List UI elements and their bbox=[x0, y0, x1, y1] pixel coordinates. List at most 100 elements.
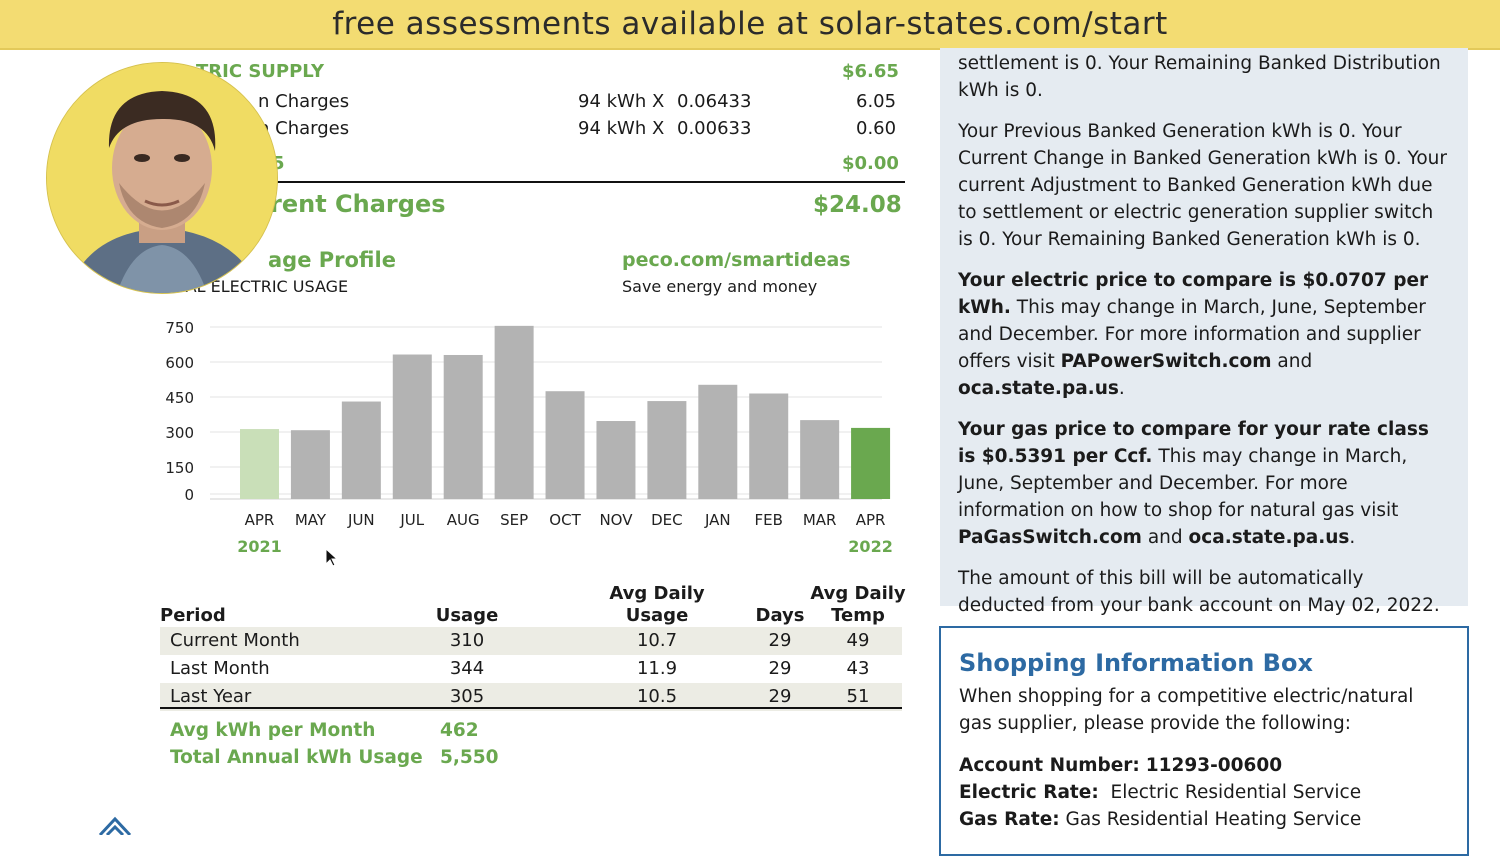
gas-price-text: This may change in March, June, Septembe… bbox=[958, 446, 1408, 521]
header-days: Days bbox=[755, 605, 805, 626]
x-tick-label: MAR bbox=[803, 511, 837, 529]
gas-rate-row: Gas Rate: Gas Residential Heating Servic… bbox=[959, 806, 1449, 833]
usage-chart: 750 600 450 300 150 0 APR MAY JUN JUL AUG SEP OCT NOV… bbox=[150, 310, 910, 570]
y-tick-label: 0 bbox=[184, 486, 194, 504]
y-tick-label: 150 bbox=[165, 459, 194, 477]
logo-icon bbox=[98, 816, 132, 835]
x-tick-label: DEC bbox=[651, 511, 683, 529]
row-days: 29 bbox=[768, 686, 792, 707]
x-tick-label: MAY bbox=[295, 511, 327, 529]
charge-line-3-amount: $0.00 bbox=[842, 153, 899, 174]
charge-line-1-qty: 94 kWh X bbox=[578, 91, 665, 112]
table-divider bbox=[160, 707, 902, 709]
electric-rate-label: Electric Rate: bbox=[959, 782, 1099, 803]
autopay-text: The amount of this bill will be automati… bbox=[958, 568, 1440, 616]
header-period: Period bbox=[160, 605, 226, 626]
shopping-info-box: Shopping Information Box When shopping f… bbox=[939, 626, 1469, 856]
oca-link-2[interactable]: oca.state.pa.us bbox=[1188, 527, 1350, 548]
chart-bar bbox=[240, 429, 279, 499]
banked-distribution-text: settlement is 0. Your Remaining Banked D… bbox=[958, 53, 1441, 101]
table-header: Period Usage Avg Daily Usage Days Avg Dai… bbox=[160, 575, 906, 627]
x-tick-label: AUG bbox=[447, 511, 480, 529]
electric-supply-total: $6.65 bbox=[842, 61, 899, 82]
promo-banner-text: free assessments available at solar-stat… bbox=[332, 6, 1168, 42]
papowerswitch-link[interactable]: PAPowerSwitch.com bbox=[1060, 351, 1272, 372]
y-tick-label: 300 bbox=[165, 424, 194, 442]
shopping-box-title: Shopping Information Box bbox=[959, 649, 1313, 677]
webcam-overlay bbox=[46, 62, 278, 294]
electric-price-bold: Your electric price to compare is $0.070… bbox=[958, 270, 1429, 318]
x-tick-label: JUL bbox=[399, 511, 424, 529]
electric-price-text: This may change in March, June, Septembe… bbox=[958, 297, 1426, 372]
header-avg-daily-temp-line1: Avg Daily bbox=[810, 583, 906, 604]
charge-line-1-label: n Charges bbox=[258, 91, 350, 112]
avg-kwh-label: Avg kWh per Month bbox=[170, 720, 376, 741]
x-tick-label: APR bbox=[856, 511, 886, 529]
current-charges-total: $24.08 bbox=[813, 192, 902, 218]
header-usage: Usage bbox=[435, 605, 499, 626]
presenter-video-image bbox=[47, 63, 277, 293]
row-avg-usage: 10.7 bbox=[636, 630, 678, 651]
header-avg-daily-temp: Avg Daily Temp bbox=[808, 583, 908, 627]
charge-line-2-rate: 0.00633 bbox=[677, 118, 752, 139]
row-temp: 43 bbox=[846, 658, 870, 679]
header-avg-daily-usage-line2: Usage bbox=[625, 605, 689, 626]
x-tick-label: FEB bbox=[755, 511, 783, 529]
year-start-label: 2021 bbox=[237, 537, 282, 556]
x-tick-label: JUN bbox=[347, 511, 375, 529]
gas-and: and bbox=[1141, 527, 1189, 548]
usage-chart-svg: 750 600 450 300 150 0 APR MAY JUN JUL AUG SEP OCT NOV… bbox=[165, 319, 893, 556]
row-avg-usage: 11.9 bbox=[636, 658, 678, 679]
usage-profile-title: age Profile bbox=[268, 248, 396, 272]
electric-rate-row: Electric Rate: Electric Residential Serv… bbox=[959, 779, 1449, 806]
chart-bar bbox=[392, 354, 432, 499]
account-number-row: Account Number: 11293-00600 bbox=[959, 752, 1449, 779]
pagasswitch-link[interactable]: PaGasSwitch.com bbox=[958, 527, 1142, 548]
charge-line-1-rate: 0.06433 bbox=[677, 91, 752, 112]
oca-link-1[interactable]: oca.state.pa.us bbox=[958, 378, 1119, 399]
banked-generation-text: Your Previous Banked Generation kWh is 0… bbox=[958, 121, 1448, 250]
chart-bar bbox=[443, 354, 483, 499]
row-usage: 344 bbox=[449, 658, 485, 679]
avg-kwh-value: 462 bbox=[440, 720, 479, 741]
chart-bar bbox=[494, 325, 534, 499]
x-tick-label: APR bbox=[245, 511, 275, 529]
chart-bar bbox=[290, 430, 330, 499]
row-days: 29 bbox=[768, 630, 792, 651]
table-row: Current Month 310 10.7 29 49 bbox=[160, 627, 902, 655]
charge-line-2-amount: 0.60 bbox=[856, 118, 897, 139]
mouse-cursor-icon bbox=[325, 548, 339, 567]
y-tick-label: 750 bbox=[165, 319, 194, 337]
charge-line-2-qty: 94 kWh X bbox=[578, 118, 665, 139]
electric-and: and bbox=[1271, 351, 1313, 372]
row-days: 29 bbox=[768, 658, 792, 679]
chart-bar bbox=[749, 393, 789, 499]
total-annual-value: 5,550 bbox=[440, 747, 499, 768]
year-end-label: 2022 bbox=[848, 537, 893, 556]
row-period: Last Year bbox=[170, 686, 252, 707]
gas-price-bold: Your gas price to compare for your rate … bbox=[958, 419, 1429, 467]
smartideas-link[interactable]: peco.com/smartideas bbox=[622, 249, 851, 271]
total-annual-label: Total Annual kWh Usage bbox=[170, 747, 423, 768]
gas-rate-label: Gas Rate: bbox=[959, 809, 1060, 830]
header-avg-daily-usage-line1: Avg Daily bbox=[609, 583, 705, 604]
row-usage: 310 bbox=[449, 630, 485, 651]
gas-price-paragraph: Your gas price to compare for your rate … bbox=[958, 416, 1452, 551]
chart-bar bbox=[341, 401, 381, 499]
gas-rate-value: Gas Residential Heating Service bbox=[1065, 809, 1362, 830]
table-row: Last Year 305 10.5 29 51 bbox=[160, 683, 902, 711]
chart-bar bbox=[647, 401, 687, 499]
header-avg-daily-temp-line2: Temp bbox=[831, 605, 885, 626]
electric-supply-heading: TRIC SUPPLY bbox=[196, 61, 324, 82]
table-row: Last Month 344 11.9 29 43 bbox=[160, 655, 902, 683]
charges-divider bbox=[150, 181, 905, 183]
row-period: Last Month bbox=[170, 658, 270, 679]
chart-bar bbox=[545, 391, 585, 499]
electric-price-paragraph: Your electric price to compare is $0.070… bbox=[958, 267, 1452, 402]
y-tick-label: 600 bbox=[165, 354, 194, 372]
smartideas-subtext: Save energy and money bbox=[622, 277, 818, 296]
promo-banner: free assessments available at solar-stat… bbox=[0, 0, 1500, 50]
x-tick-label: NOV bbox=[599, 511, 633, 529]
row-temp: 51 bbox=[846, 686, 870, 707]
price-info-panel: settlement is 0. Your Remaining Banked D… bbox=[940, 48, 1468, 616]
